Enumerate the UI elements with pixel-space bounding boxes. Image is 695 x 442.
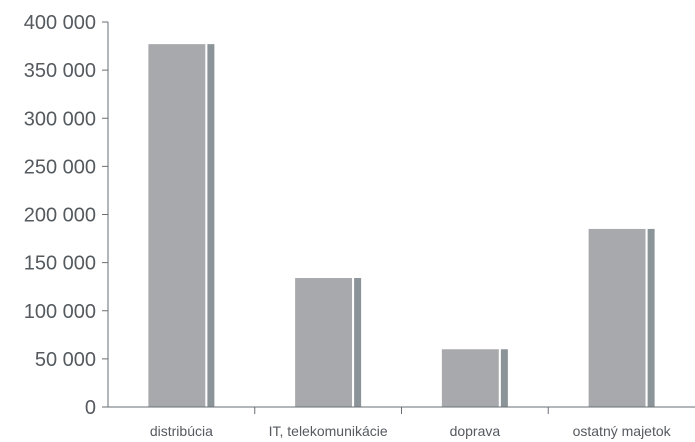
bar-2-highlight <box>498 349 501 407</box>
y-tick-label: 200 000 <box>24 205 96 227</box>
bars <box>148 44 655 407</box>
y-axis: 400 000 350 000 300 000 250 000 200 000 150 0… <box>24 12 109 419</box>
bar-0-front <box>148 44 206 407</box>
bar-3-highlight <box>645 228 648 407</box>
x-tick-label: distribúcia <box>150 423 213 439</box>
x-tick-label: ostatný majetok <box>573 423 672 439</box>
bar-3-side <box>647 228 655 407</box>
bar-2-front <box>441 349 499 407</box>
y-tick-label: 250 000 <box>24 156 96 178</box>
x-tick-label: doprava <box>450 423 501 439</box>
y-tick-label: 0 <box>85 397 96 419</box>
x-axis: distribúcia IT, telekomunikácie doprava ost… <box>108 406 695 439</box>
bar-1-side <box>354 278 362 407</box>
bar-0-highlight <box>205 44 208 407</box>
y-tick-label: 350 000 <box>24 60 96 82</box>
x-tick-label: IT, telekomunikácie <box>269 423 388 439</box>
y-tick-label: 100 000 <box>24 301 96 323</box>
y-tick-label: 300 000 <box>24 108 96 130</box>
y-tick-label: 50 000 <box>35 349 96 371</box>
bar-3-front <box>588 228 646 407</box>
y-tick-label: 400 000 <box>24 12 96 34</box>
bar-2-side <box>500 349 508 407</box>
bar-1-front <box>295 278 353 407</box>
y-tick-label: 150 000 <box>24 253 96 275</box>
bar-1-highlight <box>352 278 355 407</box>
bar-0-side <box>207 44 215 407</box>
